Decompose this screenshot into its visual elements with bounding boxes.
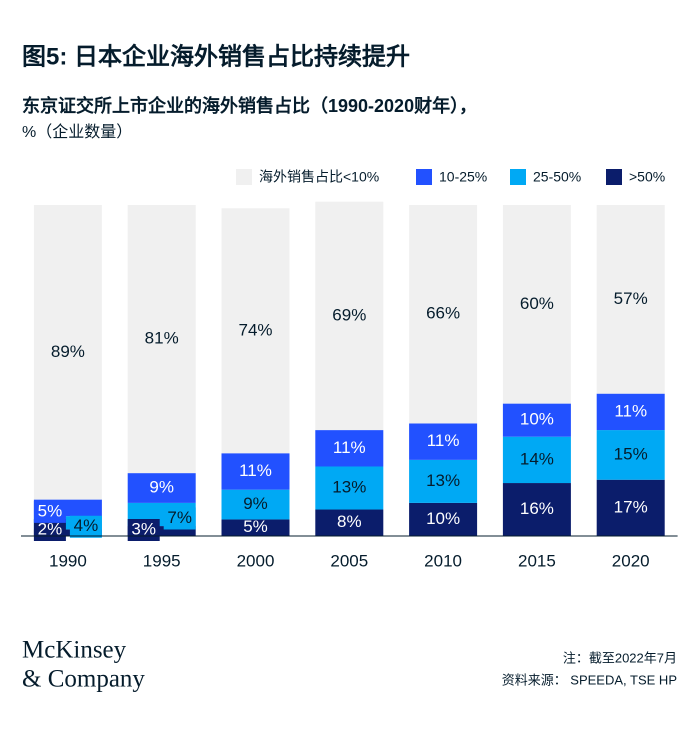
bar-segment — [409, 459, 478, 503]
data-label: 5% — [38, 501, 63, 520]
bar-segment — [409, 423, 478, 460]
data-label: 3% — [131, 519, 156, 538]
logo: McKinsey — [22, 637, 127, 664]
data-label: 10% — [426, 509, 460, 528]
data-label: 57% — [614, 289, 648, 308]
legend-label: 25-50% — [533, 169, 581, 185]
bar-segment — [33, 529, 102, 536]
bar-segment — [409, 205, 478, 424]
logo: & Company — [22, 666, 145, 693]
label-box — [163, 507, 196, 530]
bar-segment — [127, 526, 196, 536]
bar-segment — [33, 205, 102, 500]
bar-segment — [127, 205, 196, 474]
bar-segment — [502, 483, 571, 536]
label-box — [69, 515, 102, 538]
unit-note: %（企业数量） — [22, 123, 132, 141]
bar-segment — [127, 473, 196, 503]
data-label: 11% — [427, 431, 460, 450]
data-label: 89% — [51, 342, 85, 361]
legend-label: >50% — [629, 169, 665, 185]
bar-segment — [221, 208, 290, 454]
x-tick-label: 2020 — [612, 551, 650, 570]
data-label: 17% — [614, 497, 648, 516]
legend-swatch — [236, 169, 252, 185]
bar-segment — [221, 519, 290, 536]
bar-segment — [502, 403, 571, 437]
data-label: 10% — [520, 410, 554, 429]
data-label: 2% — [38, 519, 63, 538]
legend-label: 10-25% — [439, 169, 487, 185]
data-label: 8% — [337, 512, 362, 531]
bar-segment — [315, 466, 384, 510]
legend-swatch — [606, 169, 622, 185]
data-label: 14% — [520, 449, 554, 468]
data-label: 11% — [239, 461, 272, 480]
data-label: 9% — [149, 477, 174, 496]
data-label: 81% — [145, 329, 179, 348]
data-label: 11% — [333, 438, 366, 457]
legend-label: 海外销售占比<10% — [259, 169, 379, 185]
data-label: 16% — [520, 499, 554, 518]
x-tick-label: 1995 — [143, 551, 181, 570]
data-label: 66% — [426, 304, 460, 323]
bar-segment — [596, 479, 665, 536]
data-label: 9% — [243, 494, 268, 513]
legend-swatch — [416, 169, 432, 185]
bar-segment — [502, 436, 571, 484]
legend-swatch — [510, 169, 526, 185]
note: 注：截至2022年7月 — [563, 650, 677, 665]
bar-segment — [315, 509, 384, 536]
data-label: 4% — [74, 516, 99, 535]
x-tick-label: 2010 — [424, 551, 462, 570]
bar-segment — [315, 201, 384, 431]
bar-segment — [409, 502, 478, 536]
bar-segment — [596, 430, 665, 480]
data-label: 74% — [238, 320, 272, 339]
data-label: 13% — [332, 477, 366, 496]
data-label: 13% — [426, 471, 460, 490]
chart-subtitle: 东京证交所上市企业的海外销售占比（1990-2020财年）， — [22, 95, 477, 116]
data-label: 69% — [332, 305, 366, 324]
bar-segment — [221, 453, 290, 490]
x-tick-label: 1990 — [49, 551, 87, 570]
bar-segment — [596, 205, 665, 394]
data-label: 5% — [243, 517, 268, 536]
data-label: 11% — [614, 401, 647, 420]
chart-title: 图5: 日本企业海外销售占比持续提升 — [22, 42, 410, 70]
x-tick-label: 2015 — [518, 551, 556, 570]
data-label: 60% — [520, 294, 554, 313]
x-tick-label: 2000 — [237, 551, 275, 570]
label-box — [33, 500, 66, 523]
bar-segment — [502, 205, 571, 404]
source: 资料来源： SPEEDA, TSE HP — [502, 672, 677, 687]
data-label: 7% — [167, 508, 192, 527]
bar-segment — [221, 489, 290, 520]
x-tick-label: 2005 — [330, 551, 368, 570]
bar-segment — [315, 430, 384, 467]
data-label: 15% — [614, 444, 648, 463]
bar-segment — [596, 393, 665, 431]
